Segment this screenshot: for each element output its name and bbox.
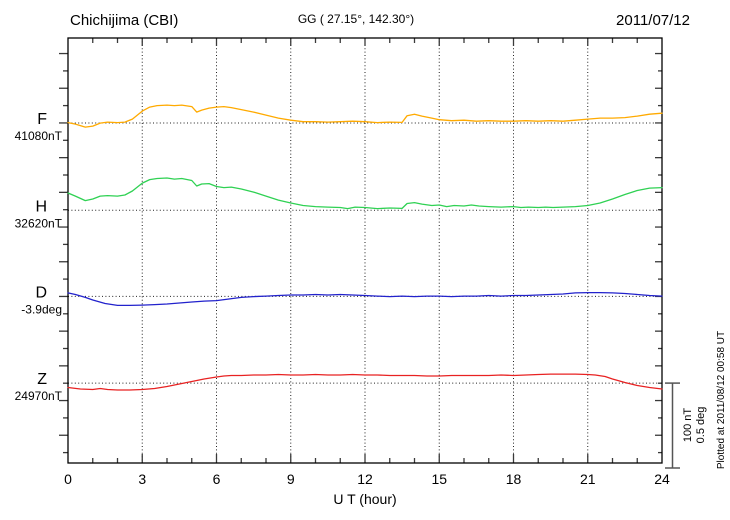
channel-baseline-value-Z: 24970nT [15, 389, 63, 403]
scale-bar-label-deg: 0.5 deg [695, 407, 707, 444]
x-tick-label-6: 6 [213, 471, 221, 487]
coordinates: GG ( 27.15°, 142.30°) [298, 12, 414, 26]
curve-F [67, 104, 663, 128]
x-tick-label-15: 15 [431, 471, 447, 487]
curve-Z [67, 373, 663, 391]
channel-baseline-value-F: 41080nT [15, 129, 63, 143]
channel-label-H: H [35, 198, 47, 215]
x-tick-label-0: 0 [64, 471, 72, 487]
x-tick-label-3: 3 [138, 471, 146, 487]
channel-baseline-value-D: -3.9deg [21, 302, 62, 316]
x-tick-label-12: 12 [357, 471, 373, 487]
x-tick-label-9: 9 [287, 471, 295, 487]
scale-bar-label-nt: 100 nT [682, 408, 694, 443]
x-tick-label-18: 18 [506, 471, 522, 487]
curve-H [67, 177, 663, 210]
channel-baseline-value-H: 32620nT [15, 216, 63, 230]
channel-label-D: D [35, 284, 47, 301]
plot-date: 2011/07/12 [616, 12, 690, 29]
plotted-at-caption: Plotted at 2011/08/12 00:58 UT [716, 331, 727, 469]
channel-label-F: F [37, 111, 47, 128]
x-tick-label-24: 24 [654, 471, 670, 487]
channel-label-Z: Z [37, 371, 47, 388]
curve-D [67, 291, 663, 307]
x-tick-label-21: 21 [580, 471, 596, 487]
plot-frame [67, 37, 663, 464]
x-axis-title: U T (hour) [333, 491, 396, 507]
station-name: Chichijima (CBI) [70, 12, 178, 29]
